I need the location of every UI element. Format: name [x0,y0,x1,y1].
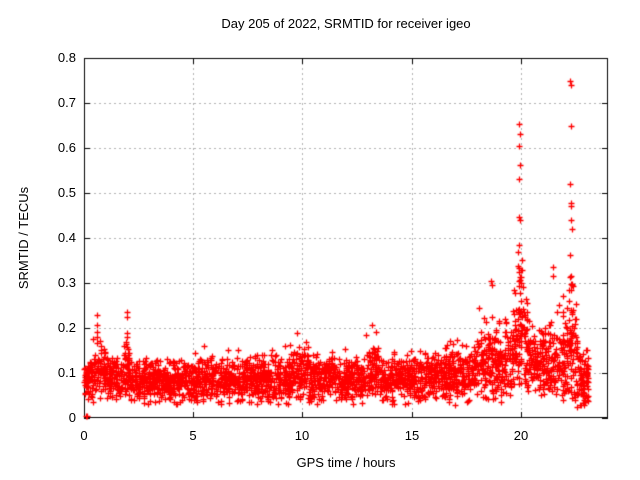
y-tick-label: 0.3 [57,275,76,290]
y-tick-label: 0.1 [57,365,76,380]
y-tick-label: 0.2 [57,320,76,335]
x-tick-label: 15 [404,428,420,443]
y-axis-label: SRMTID / TECUs [16,186,31,290]
x-tick-label: 5 [189,428,197,443]
x-tick-label: 0 [80,428,88,443]
y-tick-label: 0.4 [57,230,76,245]
x-tick-label: 10 [294,428,310,443]
y-tick-label: 0.8 [57,50,76,65]
x-axis-label: GPS time / hours [296,455,396,470]
y-tick-label: 0 [68,410,76,425]
x-tick-label: 20 [513,428,529,443]
y-tick-label: 0.5 [57,185,76,200]
y-tick-label: 0.7 [57,95,76,110]
y-tick-label: 0.6 [57,140,76,155]
chart-title: Day 205 of 2022, SRMTID for receiver ige… [221,16,471,31]
